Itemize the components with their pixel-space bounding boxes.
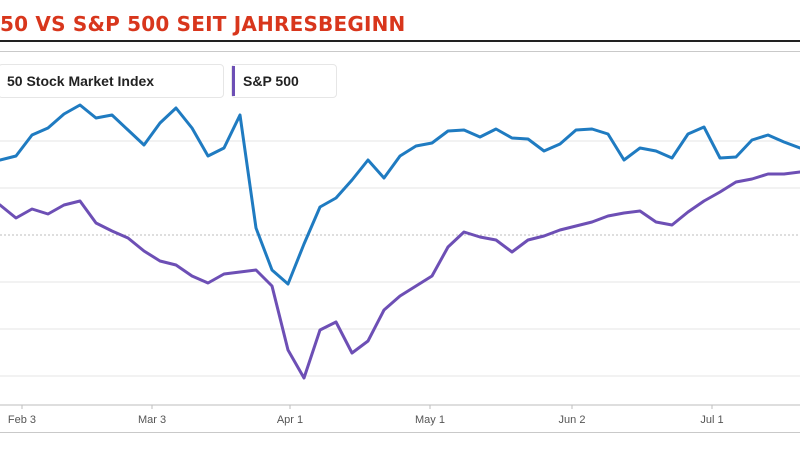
x-tick-label: Feb 3 (8, 414, 36, 426)
legend-item-series-2[interactable]: S&P 500 (231, 64, 337, 98)
legend-item-series-1[interactable]: 50 Stock Market Index (0, 64, 224, 98)
x-axis: Feb 3 Mar 3 Apr 1 May 1 Jun 2 Jul 1 (8, 405, 724, 426)
legend-swatch-series-2 (232, 66, 235, 96)
x-tick-label: Apr 1 (277, 414, 303, 426)
series-line-1 (0, 103, 800, 286)
x-tick-label: Jul 1 (700, 414, 723, 426)
x-tick-label: May 1 (415, 414, 445, 426)
series-lines (0, 103, 800, 380)
series-line-2 (0, 170, 800, 380)
legend-label-series-2: S&P 500 (243, 73, 299, 89)
x-tick-label: Mar 3 (138, 414, 166, 426)
chart-title: 50 VS S&P 500 SEIT JAHRESBEGINN (0, 12, 406, 36)
legend-label-series-1: 50 Stock Market Index (7, 73, 155, 89)
gridlines (0, 140, 800, 406)
x-tick-label: Jun 2 (559, 414, 586, 426)
title-divider (0, 40, 800, 42)
